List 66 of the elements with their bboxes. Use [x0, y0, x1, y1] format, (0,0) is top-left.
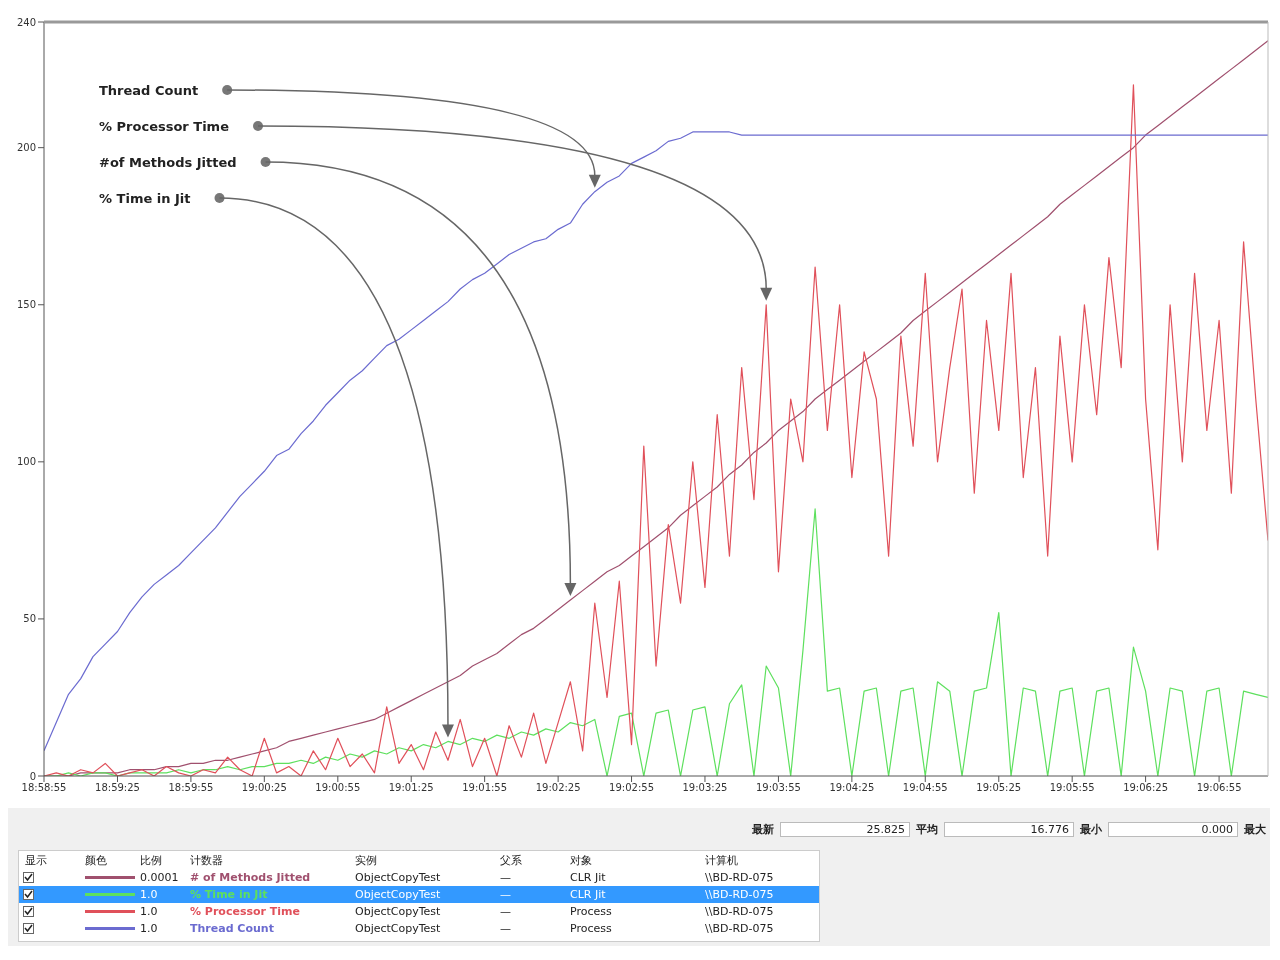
text: ObjectCopyTest — [355, 905, 441, 918]
annotation: % Processor Time — [99, 118, 229, 134]
text: Thread Count — [190, 922, 274, 935]
text: — — [500, 905, 511, 918]
text: 实例 — [355, 853, 377, 868]
text: % Processor Time — [190, 905, 300, 918]
text: Process — [570, 922, 612, 935]
x-tick-label: 19:04:55 — [902, 782, 948, 794]
x-tick-label: 19:06:25 — [1123, 782, 1169, 794]
x-tick-label: 19:06:55 — [1196, 782, 1242, 794]
text: \\BD-RD-075 — [705, 905, 774, 918]
text: — — [500, 871, 511, 884]
annotation: % Time in Jit — [99, 190, 191, 206]
text: 1.0 — [140, 905, 158, 918]
text: % Time in Jit — [190, 888, 268, 901]
x-tick-label: 19:05:25 — [976, 782, 1022, 794]
x-tick-label: 19:01:25 — [388, 782, 434, 794]
text: Process — [570, 905, 612, 918]
text-field: 0.000 — [1108, 821, 1238, 837]
text: 平均 — [916, 821, 938, 837]
x-tick-label: 19:01:55 — [462, 782, 508, 794]
x-tick-label: 19:00:25 — [241, 782, 287, 794]
text: \\BD-RD-075 — [705, 922, 774, 935]
x-tick-label: 19:03:25 — [682, 782, 728, 794]
x-tick-label: 18:59:55 — [168, 782, 214, 794]
text: # of Methods Jitted — [190, 871, 311, 884]
y-tick-label: 150 — [16, 299, 36, 311]
text: 1.0 — [140, 922, 158, 935]
text: 最小 — [1080, 821, 1102, 837]
y-tick-label: 50 — [23, 613, 36, 625]
y-tick-label: 100 — [16, 456, 36, 468]
text: ObjectCopyTest — [355, 871, 441, 884]
text: CLR Jit — [570, 871, 606, 884]
text: 计数器 — [190, 853, 223, 868]
text: 对象 — [570, 853, 592, 868]
y-tick-label: 0 — [29, 770, 36, 782]
text-field: 16.776 — [944, 821, 1074, 837]
x-tick-label: 18:58:55 — [21, 782, 67, 794]
text: 显示 — [25, 853, 47, 868]
x-tick-label: 19:02:25 — [535, 782, 581, 794]
y-tick-label: 240 — [16, 16, 36, 28]
text: \\BD-RD-075 — [705, 888, 774, 901]
text: 比例 — [140, 853, 162, 868]
text: 0.0001 — [140, 871, 179, 884]
x-tick-label: 19:03:55 — [755, 782, 801, 794]
x-tick-label: 19:00:55 — [315, 782, 361, 794]
text: ObjectCopyTest — [355, 922, 441, 935]
annotation: #of Methods Jitted — [99, 154, 237, 170]
text: — — [500, 922, 511, 935]
text: 计算机 — [705, 853, 738, 868]
text: 颜色 — [85, 853, 107, 868]
text-field: 25.825 — [780, 821, 910, 837]
text: 父系 — [500, 853, 522, 868]
text: ObjectCopyTest — [355, 888, 441, 901]
x-tick-label: 19:05:55 — [1049, 782, 1095, 794]
x-tick-label: 19:04:25 — [829, 782, 875, 794]
text: 最大 — [1244, 821, 1266, 837]
annotation: Thread Count — [99, 82, 199, 98]
text: — — [500, 888, 511, 901]
text: 最新 — [752, 821, 774, 837]
text: \\BD-RD-075 — [705, 871, 774, 884]
x-tick-label: 19:02:55 — [609, 782, 655, 794]
text: CLR Jit — [570, 888, 606, 901]
x-tick-label: 18:59:25 — [95, 782, 140, 794]
y-tick-label: 200 — [16, 142, 36, 154]
text: 1.0 — [140, 888, 158, 901]
